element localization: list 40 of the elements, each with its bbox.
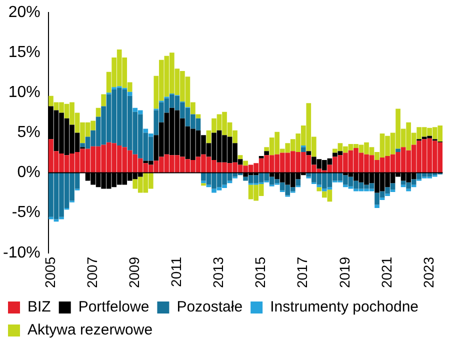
y-tick-label: 20% bbox=[8, 4, 40, 22]
x-tick-label: 2005 bbox=[42, 256, 58, 288]
legend-label: BIZ bbox=[28, 298, 51, 316]
legend-label: Aktywa rezerwowe bbox=[28, 322, 153, 339]
bar bbox=[296, 179, 301, 186]
bar bbox=[300, 147, 306, 152]
legend-label: Instrumenty pochodne bbox=[270, 298, 419, 316]
bar bbox=[258, 156, 264, 158]
bar bbox=[306, 151, 312, 156]
bar bbox=[238, 155, 243, 160]
bar bbox=[316, 187, 322, 192]
bar bbox=[243, 160, 248, 166]
bar bbox=[143, 128, 148, 133]
x-tick-label: 2017 bbox=[294, 256, 310, 288]
bar bbox=[201, 183, 206, 186]
y-tick-label: 10% bbox=[8, 84, 40, 102]
y-tick-label: 5% bbox=[17, 124, 40, 142]
x-tick-label: 2023 bbox=[420, 256, 436, 288]
y-tick-label: -10% bbox=[2, 244, 40, 262]
bar bbox=[196, 114, 201, 118]
legend-label: Pozostałe bbox=[176, 298, 243, 316]
bar bbox=[396, 148, 400, 152]
x-tick-label: 2021 bbox=[378, 256, 394, 288]
y-tick-label: -5% bbox=[12, 204, 40, 222]
x-tick-label: 2007 bbox=[84, 256, 100, 288]
bar bbox=[101, 94, 106, 106]
bar bbox=[127, 92, 132, 96]
bar bbox=[374, 204, 380, 208]
y-tick-label: 15% bbox=[8, 44, 40, 62]
bar bbox=[148, 134, 154, 137]
legend-label: Portfelowe bbox=[78, 298, 150, 316]
x-tick-label: 2009 bbox=[126, 256, 142, 288]
bar bbox=[96, 108, 101, 117]
x-tick-label: 2011 bbox=[168, 256, 184, 287]
bar bbox=[54, 219, 59, 222]
bar bbox=[264, 151, 269, 156]
x-tick-label: 2019 bbox=[336, 256, 352, 288]
x-tick-label: 2015 bbox=[252, 256, 268, 288]
y-tick-label: 0% bbox=[17, 164, 40, 182]
x-tick-label: 2013 bbox=[210, 256, 226, 288]
